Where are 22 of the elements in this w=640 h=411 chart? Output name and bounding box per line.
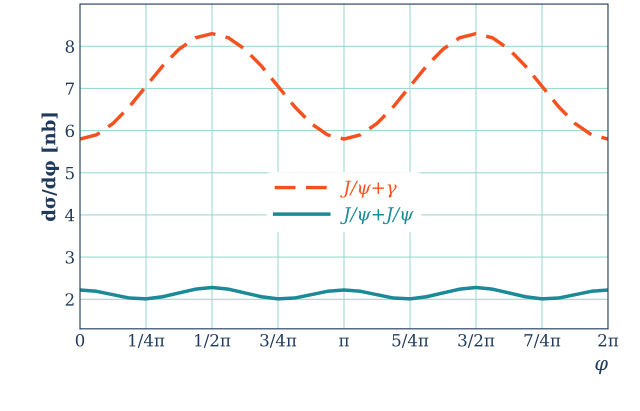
y-axis-title: dσ/dφ [nb] (42, 113, 59, 222)
x-tick-label: 5/4π (392, 334, 428, 348)
x-tick-label: 0 (76, 334, 84, 347)
x-tick-label: 7/4π (524, 334, 560, 348)
y-tick-label: 8 (66, 40, 74, 53)
y-tick-label: 2 (66, 293, 74, 306)
x-tick-label: π (339, 338, 349, 346)
y-tick-label: 7 (66, 82, 74, 95)
x-tick-label: 3/2π (458, 334, 494, 348)
legend-label: J/ψ+γ (340, 180, 397, 198)
x-tick-label: 1/4π (129, 334, 164, 348)
x-tick-label: 3/4π (260, 334, 296, 348)
x-tick-label: 2π (598, 334, 618, 346)
legend-label: J/ψ+J/ψ (340, 207, 414, 224)
y-tick-label: 6 (66, 124, 74, 138)
y-tick-label: 3 (66, 251, 74, 264)
line-series (80, 286, 608, 301)
x-axis-title: φ (595, 360, 608, 374)
y-tick-label: 5 (66, 166, 74, 180)
y-tick-label: 4 (65, 208, 74, 222)
x-tick-label: 1/2π (195, 334, 230, 348)
line-series (80, 32, 608, 141)
